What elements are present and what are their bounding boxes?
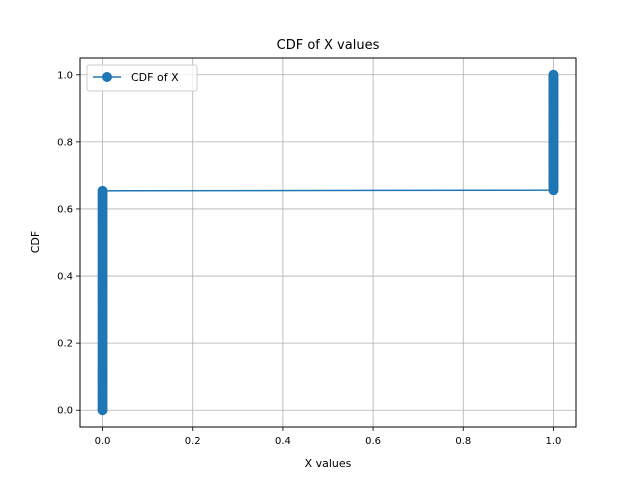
x-tick-label: 1.0 (546, 436, 562, 447)
plot-area (97, 69, 559, 416)
ticks: 0.0 0.2 0.4 0.6 0.8 1.0 0.0 0.2 0.4 0.6 0.8 1.0 (57, 70, 561, 447)
legend: CDF of X (86, 64, 198, 92)
x-tick-label: 0.2 (185, 436, 201, 447)
legend-box (86, 64, 198, 92)
y-tick-label: 0.8 (57, 137, 73, 148)
legend-entry-cdf: CDF of X (131, 71, 179, 84)
chart-title: CDF of X values (277, 38, 380, 53)
x-axis-label: X values (305, 457, 352, 470)
legend-marker-swatch (102, 72, 112, 82)
data-point (97, 185, 108, 196)
y-axis-label: CDF (29, 231, 42, 253)
y-tick-label: 0.2 (57, 339, 73, 350)
x-tick-label: 0.0 (95, 436, 111, 447)
y-tick-label: 0.6 (57, 204, 73, 215)
x-tick-label: 0.8 (455, 436, 471, 447)
data-point (548, 69, 559, 80)
x-tick-label: 0.6 (365, 436, 381, 447)
y-tick-label: 0.4 (57, 272, 73, 283)
x-tick-label: 0.4 (275, 436, 291, 447)
y-tick-label: 1.0 (57, 70, 73, 81)
grid (80, 58, 576, 427)
y-tick-label: 0.0 (57, 406, 73, 417)
axes-frame (79, 57, 577, 428)
